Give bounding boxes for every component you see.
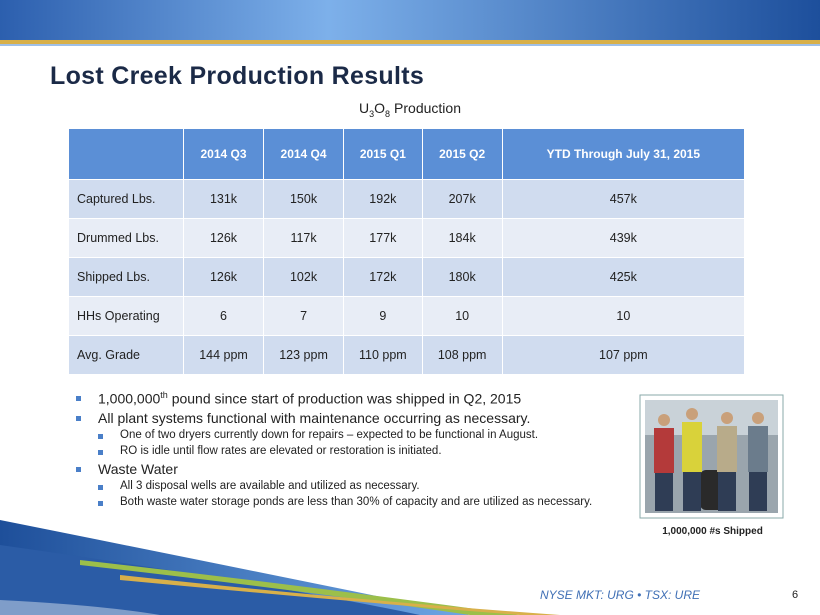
table-cell: 7 [263, 296, 345, 336]
bullet-text: th [160, 390, 168, 400]
table-row: HHs Operating 6 7 9 10 10 [68, 296, 746, 336]
photo-caption: 1,000,000 #s Shipped [662, 526, 763, 537]
table-cell: 9 [343, 296, 423, 336]
sub-bullet: All 3 disposal wells are available and u… [76, 480, 636, 492]
bullet-text: pound since start of production was ship… [171, 390, 522, 407]
slide-title: Lost Creek Production Results [50, 62, 425, 90]
table-cell: 192k [343, 179, 423, 219]
table-cell: 184k [421, 218, 503, 258]
table-cell: 126k [182, 218, 265, 258]
header-cell: 2014 Q3 [182, 128, 265, 180]
table-cell: 144 ppm [182, 335, 265, 375]
table-cell: 172k [343, 257, 423, 297]
table-cell: 10 [501, 296, 746, 336]
bullet-list: 1,000,000th pound since start of product… [76, 390, 636, 512]
bullet: All plant systems functional with mainte… [76, 410, 636, 426]
header-cell [68, 128, 184, 180]
sub-bullet: One of two dryers currently down for rep… [76, 429, 636, 441]
row-label: Drummed Lbs. [68, 218, 184, 258]
table-row: Avg. Grade 144 ppm 123 ppm 110 ppm 108 ppm 10… [68, 335, 746, 375]
table-cell: 107 ppm [501, 335, 746, 375]
bullet: 1,000,000th pound since start of product… [76, 390, 636, 407]
subtitle-part: O [374, 100, 386, 116]
row-label: Shipped Lbs. [68, 257, 184, 297]
sub-bullet: RO is idle until flow rates are elevated… [76, 445, 636, 457]
header-cell: YTD Through July 31, 2015 [501, 128, 746, 180]
subtitle-part: U [359, 100, 370, 116]
table-title: U3O8 Production [0, 100, 820, 119]
bullet-text: 1,000,000 [98, 390, 161, 407]
table-cell: 425k [501, 257, 746, 297]
subtitle-part: Production [394, 100, 461, 116]
table-cell: 207k [421, 179, 503, 219]
sub-bullet: Both waste water storage ponds are less … [76, 496, 636, 508]
subtitle-part: 3 [369, 108, 375, 119]
table-cell: 108 ppm [421, 335, 503, 375]
table-cell: 110 ppm [343, 335, 423, 375]
table-cell: 10 [421, 296, 503, 336]
row-label: Captured Lbs. [68, 179, 184, 219]
table-row: Drummed Lbs. 126k 117k 177k 184k 439k [68, 218, 746, 258]
production-table: 2014 Q3 2014 Q4 2015 Q1 2015 Q2 YTD Through … [68, 128, 746, 375]
footer-text: NYSE MKT: URG • TSX: URE [540, 588, 700, 602]
table-cell: 150k [263, 179, 345, 219]
table-cell: 6 [182, 296, 265, 336]
table-cell: 102k [263, 257, 345, 297]
header-cell: 2015 Q1 [343, 128, 423, 180]
table-cell: 123 ppm [263, 335, 345, 375]
table-cell: 131k [182, 179, 265, 219]
header-cell: 2014 Q4 [263, 128, 345, 180]
table-cell: 177k [343, 218, 423, 258]
table-cell: 126k [182, 257, 265, 297]
table-cell: 439k [501, 218, 746, 258]
table-row: Shipped Lbs. 126k 102k 172k 180k 425k [68, 257, 746, 297]
header-row: 2014 Q3 2014 Q4 2015 Q1 2015 Q2 YTD Through … [68, 128, 746, 180]
header-cell: 2015 Q2 [421, 128, 503, 180]
page-number: 6 [792, 589, 799, 601]
row-label: Avg. Grade [68, 335, 184, 375]
table-body: Captured Lbs. 131k 150k 192k 207k 457k Drummed… [68, 179, 746, 375]
subtitle-part: 8 [385, 108, 391, 119]
table-cell: 457k [501, 179, 746, 219]
table-row: Captured Lbs. 131k 150k 192k 207k 457k [68, 179, 746, 219]
bullet: Waste Water [76, 461, 636, 477]
table-cell: 117k [263, 218, 345, 258]
table-cell: 180k [421, 257, 503, 297]
row-label: HHs Operating [68, 296, 184, 336]
